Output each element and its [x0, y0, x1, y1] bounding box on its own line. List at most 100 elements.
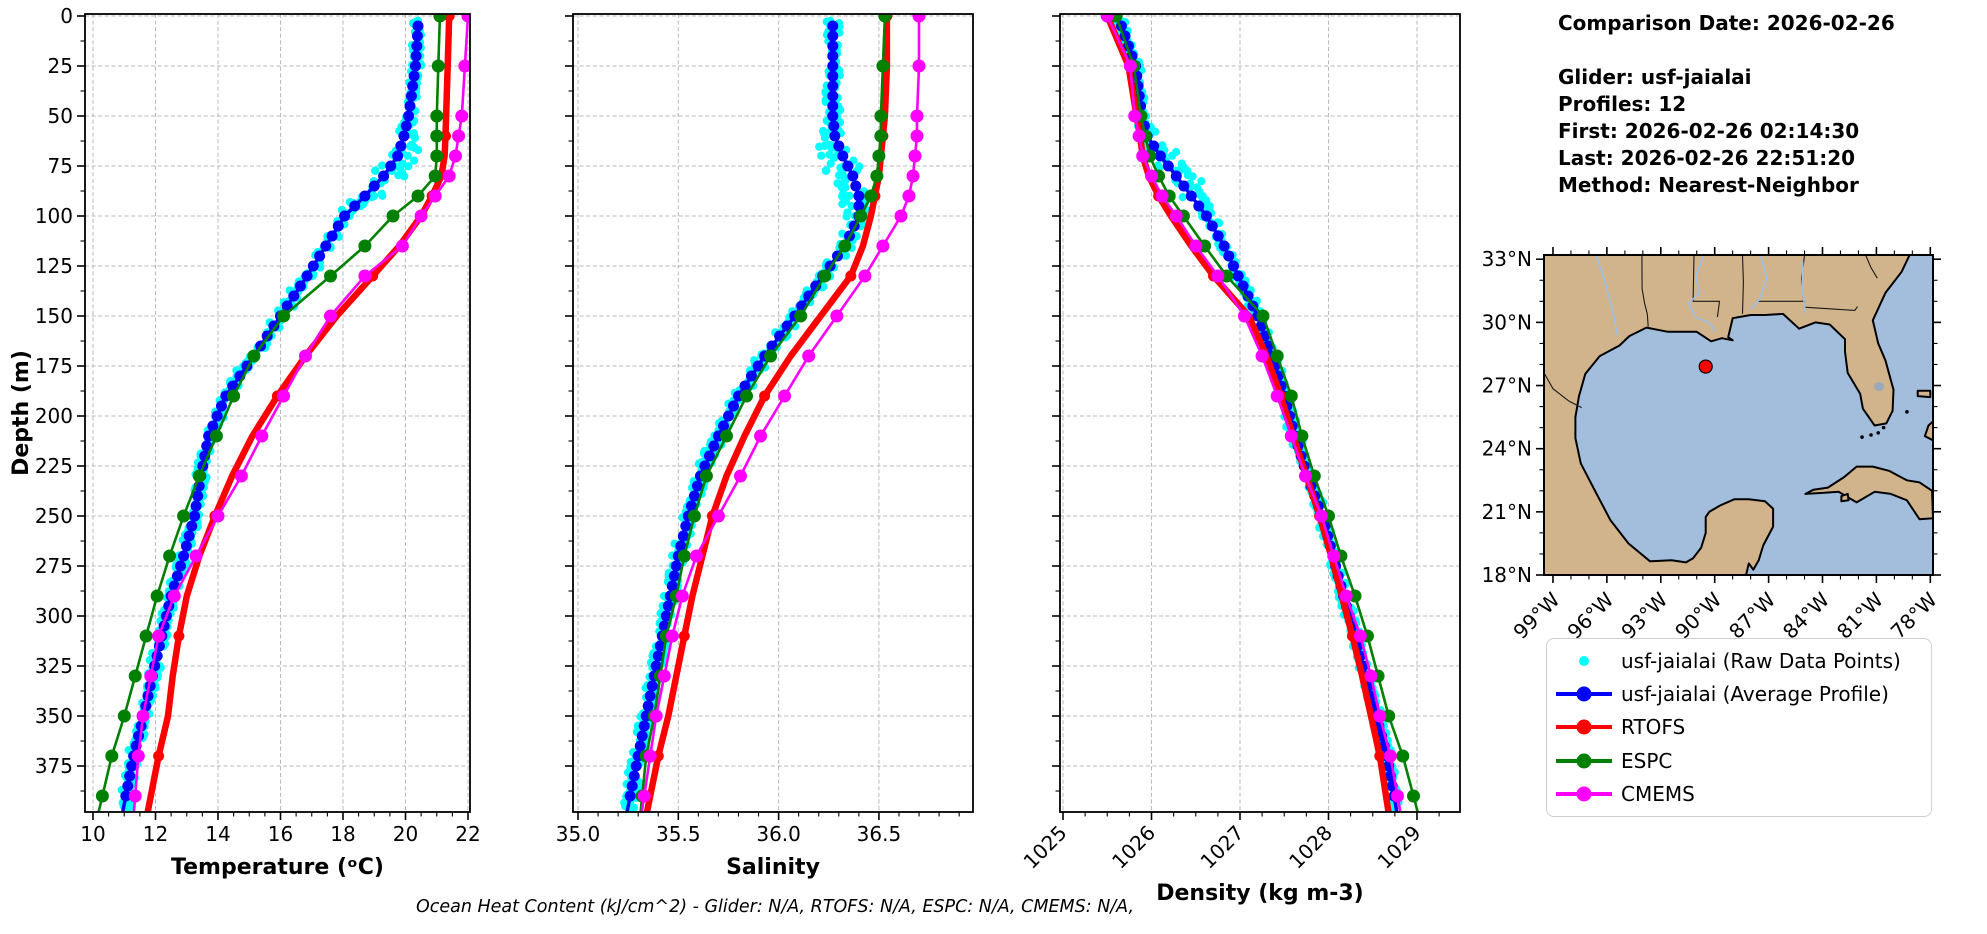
grid: [1060, 14, 1460, 812]
info-first: First: 2026-02-26 02:14:30: [1558, 119, 1860, 143]
info-method: Method: Nearest-Neighbor: [1558, 173, 1859, 197]
svg-text:12: 12: [143, 822, 168, 846]
svg-text:81°W: 81°W: [1832, 587, 1888, 643]
average-profile-line: [1115, 20, 1400, 812]
svg-text:0: 0: [60, 4, 73, 28]
svg-text:96°W: 96°W: [1562, 587, 1618, 643]
svg-text:1025: 1025: [1019, 821, 1072, 874]
lake-okeechobee: [1874, 382, 1885, 392]
svg-text:350: 350: [35, 704, 73, 728]
tick-labels: 1025 1026 1027 1028 1029: [1019, 821, 1426, 874]
gulf-of-mexico-map: 99°W96°W93°W90°W87°W84°W81°W78°W 33°N 30°N…: [1482, 247, 1942, 644]
legend-item-average: usf-jaialai (Average Profile): [1547, 679, 1931, 709]
comparison-info: Comparison Date: 2026-02-26 Glider: usf-…: [1558, 10, 1895, 199]
info-last: Last: 2026-02-26 22:51:20: [1558, 146, 1856, 170]
land: [1923, 420, 1933, 442]
svg-text:27°N: 27°N: [1482, 374, 1532, 398]
cmems-line: [128, 14, 470, 812]
map-frame: [1543, 254, 1934, 576]
land: [1840, 492, 1850, 503]
svg-text:250: 250: [35, 504, 73, 528]
tick-labels: 10 12 14 16 18 20 22 0 25 50 75 100 125 150 175 200 225 2…: [35, 4, 481, 846]
average-profile-line: [120, 20, 424, 812]
series-layer: [1100, 14, 1420, 812]
svg-text:93°W: 93°W: [1616, 587, 1672, 643]
svg-text:84°W: 84°W: [1778, 587, 1834, 643]
river: [1687, 255, 1717, 333]
svg-text:35.5: 35.5: [656, 822, 701, 846]
svg-text:325: 325: [35, 654, 73, 678]
ticks: [1052, 15, 1440, 820]
svg-text:90°W: 90°W: [1670, 587, 1726, 643]
info-profiles: Profiles: 12: [1558, 92, 1687, 116]
info-comparison-date: Comparison Date: 2026-02-26: [1558, 11, 1895, 35]
cmems-line: [637, 14, 926, 812]
svg-text:36.5: 36.5: [857, 822, 902, 846]
island: [1869, 433, 1873, 437]
svg-text:18: 18: [330, 822, 355, 846]
info-glider: Glider: usf-jaialai: [1558, 65, 1752, 89]
average-profile-marker-icon: [1547, 682, 1621, 706]
svg-text:35.0: 35.0: [556, 822, 601, 846]
svg-text:75: 75: [48, 154, 73, 178]
svg-text:30°N: 30°N: [1482, 310, 1532, 334]
svg-text:125: 125: [35, 254, 73, 278]
grid: [85, 14, 470, 812]
river: [1595, 255, 1619, 337]
svg-text:50: 50: [48, 104, 73, 128]
legend-label: ESPC: [1621, 748, 1673, 773]
state-border: [1544, 372, 1582, 409]
svg-text:20: 20: [393, 822, 418, 846]
info-spacer: [1558, 37, 1895, 64]
svg-text:1029: 1029: [1373, 821, 1426, 874]
depth-axis-label: Depth (m): [9, 350, 34, 476]
legend-item-rtofs: RTOFS: [1547, 712, 1931, 742]
land: [1916, 389, 1932, 399]
svg-text:99°W: 99°W: [1508, 587, 1564, 643]
svg-text:78°W: 78°W: [1886, 587, 1942, 643]
density-axis-label: Density (kg m-3): [1156, 881, 1364, 906]
island: [1876, 431, 1880, 435]
state-border: [1692, 255, 1721, 318]
svg-text:200: 200: [35, 404, 73, 428]
map-layers: [1544, 255, 1933, 575]
temperature-axis-label: Temperature (ᵒC): [171, 855, 384, 880]
raw-scatter: [1112, 16, 1403, 812]
svg-text:150: 150: [35, 304, 73, 328]
rtofs-marker-icon: [1547, 715, 1621, 739]
svg-text:1026: 1026: [1107, 821, 1160, 874]
density-panel: 1025 1026 1027 1028 1029 Density (kg m-3): [1019, 13, 1461, 906]
river: [1801, 261, 1807, 313]
svg-text:14: 14: [205, 822, 230, 846]
ticks: [77, 15, 469, 820]
state-border: [1865, 255, 1878, 279]
svg-text:24°N: 24°N: [1482, 437, 1532, 461]
cmems-marker-icon: [1547, 782, 1621, 806]
svg-text:10: 10: [80, 822, 105, 846]
legend-label: usf-jaialai (Raw Data Points): [1621, 649, 1901, 674]
legend-item-cmems: CMEMS: [1547, 779, 1931, 809]
legend-item-raw: usf-jaialai (Raw Data Points): [1547, 646, 1931, 676]
svg-text:375: 375: [35, 754, 73, 778]
land: [1544, 255, 1911, 575]
cmems-line: [1100, 14, 1404, 812]
state-border: [1741, 255, 1744, 314]
raw-scatter: [117, 16, 426, 812]
espc-line: [95, 14, 447, 812]
salinity-panel: 35.0 35.5 36.0 36.5 Salinity: [556, 13, 974, 880]
svg-text:1027: 1027: [1196, 821, 1249, 874]
river: [1750, 255, 1768, 310]
svg-text:18°N: 18°N: [1482, 563, 1532, 587]
raw-data-marker-icon: [1547, 649, 1621, 673]
salinity-axis-label: Salinity: [726, 855, 820, 880]
svg-text:16: 16: [268, 822, 293, 846]
island: [1881, 425, 1886, 430]
svg-text:22: 22: [455, 822, 480, 846]
ticks: [565, 15, 960, 820]
legend-item-espc: ESPC: [1547, 746, 1931, 776]
rtofs-line: [643, 14, 893, 812]
svg-text:100: 100: [35, 204, 73, 228]
svg-text:1028: 1028: [1284, 821, 1337, 874]
legend-label: RTOFS: [1621, 715, 1686, 740]
